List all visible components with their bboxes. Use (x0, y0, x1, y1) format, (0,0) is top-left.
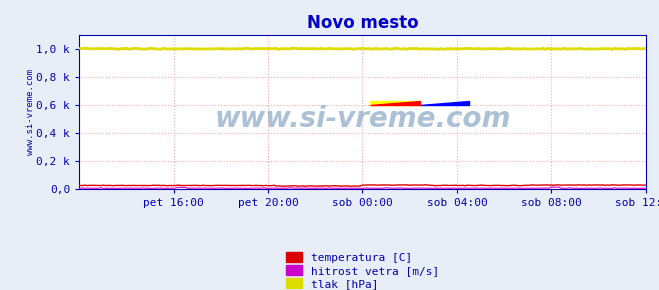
Legend: temperatura [C], hitrost vetra [m/s], tlak [hPa]: temperatura [C], hitrost vetra [m/s], tl… (285, 253, 440, 289)
Text: www.si-vreme.com: www.si-vreme.com (214, 105, 511, 133)
Polygon shape (370, 101, 420, 105)
Bar (370, 101, 420, 105)
Title: Novo mesto: Novo mesto (306, 14, 418, 32)
Y-axis label: www.si-vreme.com: www.si-vreme.com (26, 69, 35, 155)
Polygon shape (420, 101, 469, 105)
